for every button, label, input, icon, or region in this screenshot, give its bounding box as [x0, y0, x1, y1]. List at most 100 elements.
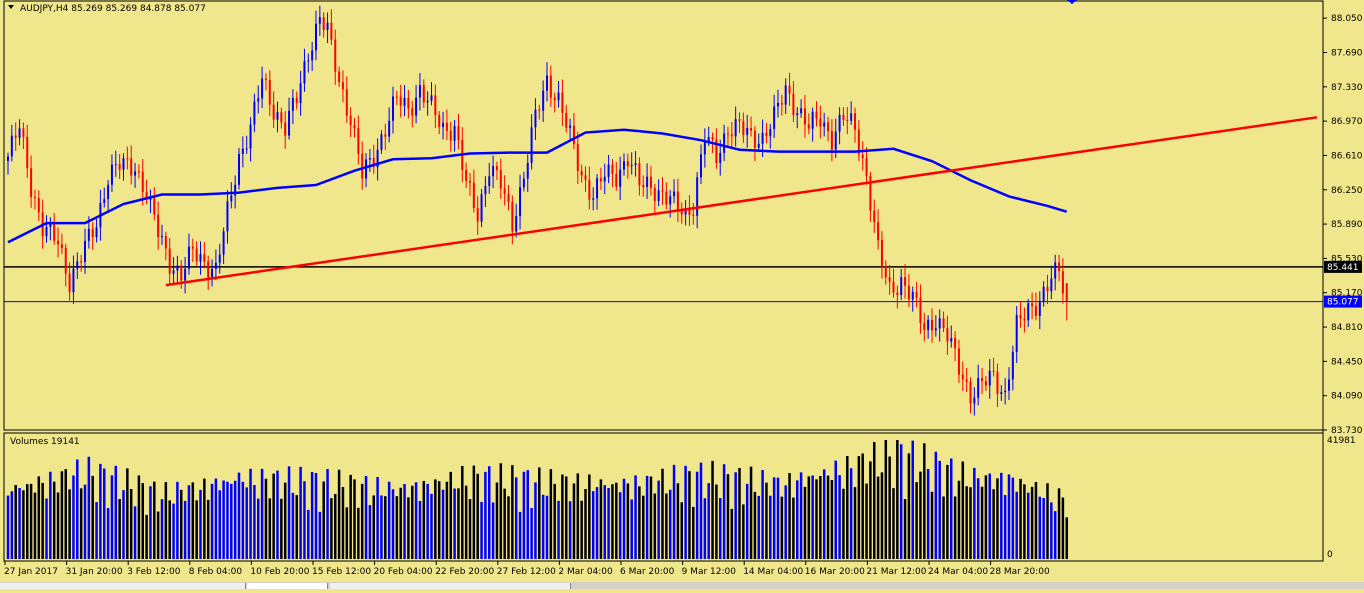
candle-body [580, 170, 583, 176]
candle-body [572, 125, 575, 145]
y-tick-label: 85.530 [1331, 254, 1363, 264]
candle-body [942, 318, 945, 329]
price-label-box [1324, 260, 1362, 273]
candle-body [153, 195, 156, 215]
candle-body [60, 244, 63, 249]
candle-body [746, 127, 749, 135]
candle-body [588, 179, 591, 200]
candle-body [445, 122, 448, 131]
candle-body [904, 277, 907, 286]
candle-body [195, 248, 198, 262]
price-panel[interactable] [3, 0, 1324, 431]
candle-body [134, 171, 137, 176]
candle-body [53, 222, 56, 241]
candle-body [515, 216, 518, 232]
candle-body [723, 133, 726, 153]
candle-body [827, 122, 830, 132]
candle-body [623, 161, 625, 170]
candle-body [130, 158, 133, 176]
candle-body [965, 379, 968, 382]
symbol-header: AUDJPY,H4 85.269 85.269 84.878 85.077 [20, 4, 206, 14]
y-tick-label: 88.050 [1331, 14, 1363, 24]
candle-body [1023, 318, 1026, 321]
horizontal-lines [4, 266, 1323, 303]
candle-body [14, 135, 17, 138]
candle-body [719, 152, 722, 163]
candle-body [788, 85, 791, 94]
candle-body [877, 222, 880, 241]
candle-body [1061, 271, 1064, 294]
candle-body [761, 132, 764, 144]
candle-body [557, 92, 560, 101]
candle-body [888, 277, 891, 282]
candle-body [492, 166, 495, 177]
candle-body [434, 95, 437, 115]
candle-body [10, 135, 13, 157]
candle-body [368, 158, 371, 160]
candle-body [676, 191, 679, 210]
candle-body [376, 149, 379, 168]
object-marker-icon[interactable] [1067, 0, 1077, 4]
candle-body [846, 119, 849, 121]
candle-body [977, 377, 980, 398]
candle-body [642, 184, 645, 188]
candle-body [553, 97, 556, 101]
candle-body [957, 348, 960, 375]
candle-body [418, 85, 421, 98]
candle-body [495, 166, 498, 170]
candle-body [1000, 392, 1003, 394]
candle-body [707, 137, 710, 142]
candle-body [850, 113, 853, 121]
candle-body [253, 101, 256, 125]
candle-body [291, 97, 294, 111]
y-tick-label: 87.690 [1331, 48, 1363, 58]
moving-average-line[interactable] [7, 128, 1068, 244]
candle-body [245, 148, 248, 150]
candle-body [1019, 315, 1022, 319]
candle-body [199, 254, 202, 262]
candle-body [330, 22, 333, 40]
y-tick-label: 86.610 [1331, 151, 1363, 161]
chart-tab-3[interactable] [330, 583, 571, 589]
y-tick-label: 83.730 [1331, 426, 1363, 436]
chart-tab-2[interactable] [247, 583, 328, 589]
candle-body [607, 164, 610, 177]
candle-body [110, 164, 113, 185]
candle-body [569, 125, 572, 128]
candle-body [923, 323, 926, 331]
candle-body [1027, 303, 1030, 321]
candle-body [611, 164, 614, 174]
candle-body [499, 169, 502, 189]
candle-body [338, 71, 341, 83]
candle-body [349, 115, 352, 126]
candle-body [357, 128, 360, 154]
candle-body [576, 144, 579, 171]
candle-body [673, 191, 676, 197]
y-tick-label: 85.890 [1331, 220, 1363, 230]
candle-body [773, 106, 776, 129]
candle-body [519, 187, 522, 217]
candle-body [164, 236, 167, 249]
trendline[interactable] [165, 116, 1318, 287]
candle-body [238, 154, 240, 185]
chart-tab-1[interactable] [0, 583, 246, 589]
candle-body [91, 228, 94, 238]
candle-body [30, 168, 33, 198]
candle-body [896, 292, 899, 296]
collapse-triangle-icon[interactable] [8, 5, 14, 9]
candle-body [522, 178, 525, 188]
candle-body [426, 100, 429, 103]
candle-body [168, 248, 171, 274]
candle-body [869, 175, 872, 211]
candle-body [742, 121, 745, 135]
candle-body [900, 277, 903, 296]
candle-body [584, 175, 587, 180]
candle-body [345, 89, 348, 116]
candle-body [700, 154, 702, 178]
candle-body [703, 141, 706, 155]
candle-body [241, 148, 244, 155]
candle-body [538, 109, 541, 111]
candle-body [268, 80, 271, 105]
